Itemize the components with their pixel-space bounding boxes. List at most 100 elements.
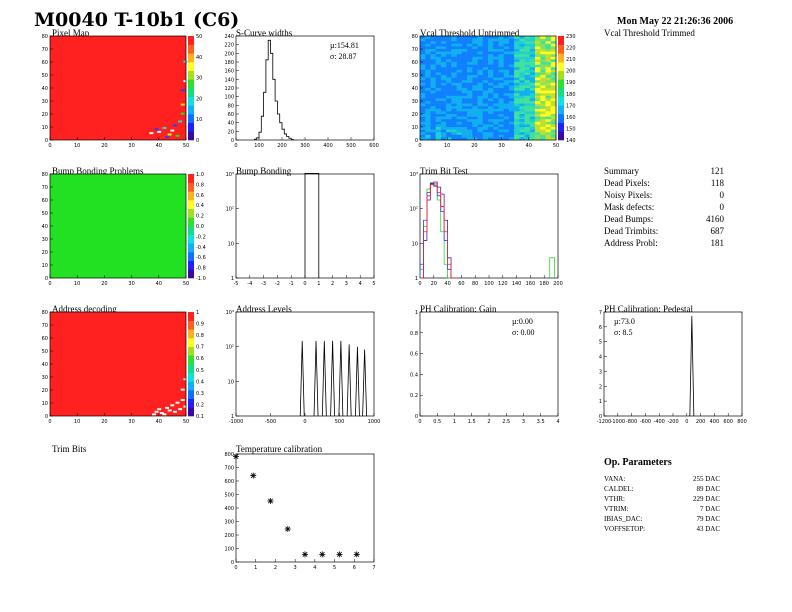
heatmap-cell [545,137,552,141]
defect-pixel [170,129,175,132]
op-param-label: VANA: [604,475,626,483]
z-scale-cell [188,243,194,253]
heatmap-cell [519,59,525,63]
z-scale-cell [188,407,194,417]
heatmap-cell [456,82,463,86]
heatmap-cell [508,85,515,89]
heatmap-cell [514,90,520,94]
heatmap-cell [540,62,546,65]
heatmap-cell [425,46,431,50]
heatmap-cell [550,98,557,102]
heatmap-cell [425,134,431,138]
heatmap-cell [508,127,515,130]
y-tick-label: 4 [599,355,602,361]
heatmap-cell [545,69,552,73]
heatmap-cell [508,116,515,120]
heatmap-cell [540,129,546,133]
heatmap-cell [461,69,468,73]
x-tick-label: 600 [369,143,379,149]
heatmap-cell [529,82,536,86]
heatmap-cell [493,116,499,120]
heatmap-cell [493,137,499,141]
missing-pixel [183,378,188,381]
x-tick-label: 20 [471,143,477,149]
heatmap-cell [435,127,442,130]
heatmap-cell [503,93,510,97]
heatmap-cell [545,72,552,76]
heatmap-cell [425,95,431,99]
heatmap-cell [425,119,431,123]
summary-label: Dead Trimbits: [604,226,659,236]
heatmap-cell [488,88,494,91]
heatmap-cell [435,129,442,133]
heatmap-cell [524,69,531,73]
y-tick-label: 800 [224,452,234,458]
heatmap-cell [529,43,536,47]
z-tick-label: 0.5 [196,368,204,374]
summary-value: 181 [710,238,725,248]
heatmap-cell [430,36,436,39]
heatmap-cell [446,88,452,91]
heatmap-cell [545,98,552,102]
heatmap-cell [524,36,531,39]
heatmap-cell [524,95,531,99]
summary-label: Address Probl: [604,238,658,248]
heatmap-cell [498,119,504,123]
heatmap-cell [529,67,536,71]
heatmap-cell [477,49,484,52]
heatmap-cell [540,51,546,55]
heatmap-cell [446,67,452,71]
y-tick-label: 50 [412,73,418,79]
heatmap-cell [451,54,457,58]
heatmap-cell [508,43,515,47]
y-tick-label: 1 [231,414,234,420]
heatmap-cell [545,59,552,63]
heatmap-cell [493,98,499,102]
heatmap-cell [451,124,457,128]
defect-pixel [175,134,180,137]
heatmap-cell [508,54,515,58]
heatmap-cell [467,129,473,133]
heatmap-cell [435,38,442,42]
heatmap-cell [503,77,510,81]
heatmap-cell [461,54,468,58]
missing-pixel [183,405,188,408]
x-tick-label: 50 [183,281,189,287]
heatmap-cell [472,69,478,73]
heatmap-cell [440,64,447,68]
heatmap-cell [467,72,473,76]
heatmap-cell [519,72,525,76]
heatmap-cell [550,137,557,141]
heatmap-cell [498,132,504,136]
heatmap-cell [540,127,546,130]
heatmap-cell [446,93,452,97]
heatmap-cell [514,116,520,120]
heatmap-cell [498,98,504,102]
heatmap-cell [467,51,473,55]
heatmap-cell [461,101,468,104]
heatmap-cell [456,124,463,128]
heatmap-cell [456,106,463,110]
heatmap-cell [535,88,541,91]
heatmap-cell [488,111,494,115]
heatmap-cell [550,116,557,120]
heatmap-cell [540,116,546,120]
heatmap-cell [540,36,546,39]
heatmap-cell [456,54,463,58]
heatmap-cell [535,54,541,58]
heatmap-cell [482,49,489,52]
heatmap-cell [430,93,436,97]
heatmap-cell [446,132,452,136]
heatmap-cell [493,54,499,58]
heatmap-cell [524,119,531,123]
ph-gain-chart: 0 0.5 1 1.5 2 2.5 3 3.5 4 0 0.2 0.4 0.6 0.8 1 µ:0.00 σ: … [410,310,560,425]
heatmap-cell [477,95,484,99]
heatmap-cell [498,103,504,107]
x-tick-label: 2.5 [502,419,510,425]
heatmap-cell [503,46,510,50]
heatmap-cell [503,88,510,91]
stat-mean: µ:73.0 [614,317,635,326]
heatmap-cell [461,95,468,99]
heatmap-cell [446,116,452,120]
heatmap-cell [477,51,484,55]
